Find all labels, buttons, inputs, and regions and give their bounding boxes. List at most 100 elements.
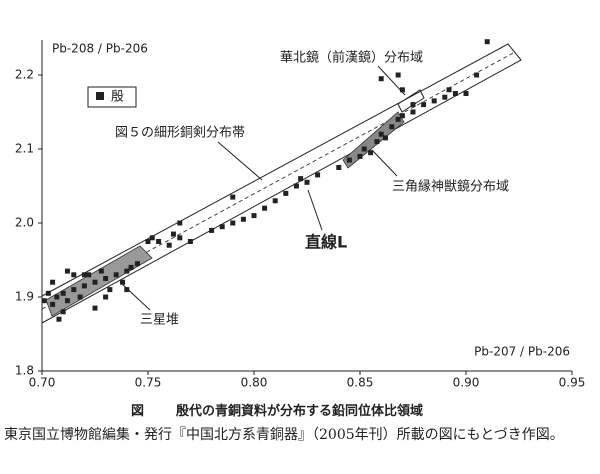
point bbox=[149, 235, 155, 241]
point bbox=[421, 102, 427, 108]
point bbox=[474, 72, 480, 78]
point bbox=[219, 224, 225, 230]
point bbox=[230, 194, 236, 200]
point bbox=[177, 220, 183, 226]
legend-label: 殷 bbox=[111, 90, 124, 105]
x-tick-label: 0.85 bbox=[347, 376, 374, 390]
x-axis-label: Pb-207 / Pb-206 bbox=[474, 345, 570, 359]
point bbox=[452, 91, 458, 96]
annotation: 三星堆 bbox=[140, 313, 179, 328]
point bbox=[389, 124, 395, 130]
point bbox=[395, 116, 401, 122]
point bbox=[187, 239, 193, 244]
point bbox=[293, 183, 299, 189]
point bbox=[336, 165, 342, 170]
point bbox=[399, 87, 405, 93]
leader bbox=[307, 189, 323, 231]
point bbox=[399, 113, 405, 119]
annotation: 華北鏡（前漢鏡）分布域 bbox=[280, 50, 423, 66]
y-tick-label: 1.8 bbox=[15, 364, 34, 378]
point bbox=[283, 190, 289, 196]
annotation: 三角縁神獣鏡分布域 bbox=[392, 179, 509, 195]
y-tick-label: 2.1 bbox=[15, 142, 34, 156]
point bbox=[128, 264, 134, 270]
point bbox=[272, 198, 278, 204]
point bbox=[484, 39, 490, 45]
point bbox=[382, 135, 388, 141]
point bbox=[410, 102, 416, 108]
point bbox=[463, 91, 469, 96]
point bbox=[230, 220, 236, 226]
point bbox=[54, 294, 60, 300]
point bbox=[103, 294, 109, 300]
x-tick-label: 0.70 bbox=[29, 376, 56, 390]
point bbox=[50, 301, 56, 307]
point bbox=[442, 94, 448, 100]
point bbox=[177, 235, 183, 241]
x-tick-label: 0.90 bbox=[453, 376, 480, 390]
point bbox=[156, 239, 162, 244]
point bbox=[395, 72, 401, 78]
point bbox=[60, 290, 66, 296]
sanxingdui-region bbox=[45, 245, 153, 317]
x-tick-label: 0.75 bbox=[135, 376, 162, 390]
point bbox=[431, 98, 437, 104]
leader bbox=[217, 141, 263, 181]
point bbox=[346, 157, 352, 163]
point bbox=[134, 261, 140, 267]
point bbox=[357, 153, 363, 159]
line-l bbox=[41, 51, 516, 310]
point bbox=[262, 205, 268, 211]
point bbox=[86, 272, 92, 278]
figure-label: 図 bbox=[131, 404, 145, 419]
point bbox=[166, 242, 172, 248]
point bbox=[145, 239, 151, 244]
point bbox=[361, 146, 367, 152]
point bbox=[113, 272, 119, 278]
point bbox=[41, 298, 47, 304]
point bbox=[120, 279, 126, 285]
point bbox=[45, 290, 51, 296]
point bbox=[56, 316, 62, 322]
point bbox=[209, 227, 215, 233]
y-tick-label: 2.0 bbox=[15, 216, 34, 230]
point bbox=[170, 231, 176, 237]
point bbox=[64, 268, 70, 274]
y-tick-label: 1.9 bbox=[15, 290, 34, 304]
point bbox=[124, 268, 130, 274]
point bbox=[304, 179, 310, 185]
y-tick-label: 2.2 bbox=[15, 68, 34, 82]
point bbox=[446, 87, 452, 93]
point bbox=[378, 76, 384, 82]
point bbox=[368, 150, 374, 156]
point bbox=[251, 213, 257, 219]
point bbox=[50, 279, 56, 285]
point bbox=[71, 272, 77, 278]
point bbox=[92, 279, 98, 285]
point bbox=[71, 287, 77, 293]
x-tick-label: 0.95 bbox=[559, 376, 586, 390]
point bbox=[103, 276, 109, 281]
point bbox=[92, 305, 98, 311]
legend-marker bbox=[96, 92, 104, 100]
x-tick-label: 0.80 bbox=[241, 376, 268, 390]
point bbox=[410, 109, 416, 115]
point bbox=[107, 287, 113, 293]
leader bbox=[371, 149, 398, 177]
point bbox=[124, 287, 130, 293]
point bbox=[374, 139, 380, 145]
annotation: 直線L bbox=[305, 233, 347, 252]
point bbox=[298, 176, 304, 182]
point bbox=[98, 268, 104, 274]
point bbox=[64, 298, 70, 304]
point bbox=[60, 309, 66, 315]
point bbox=[378, 131, 384, 137]
point bbox=[77, 294, 83, 300]
point bbox=[81, 272, 87, 278]
point bbox=[315, 172, 321, 178]
caption-title: 殷代の青銅資料が分布する鉛同位体比領域 bbox=[176, 404, 424, 419]
note: 東京国立博物館編集・発行『中国北方系青銅器』（2005年刊）所載の図にもとづき作… bbox=[4, 427, 564, 443]
y-axis-label: Pb-208 / Pb-206 bbox=[52, 42, 148, 56]
chart: Pb-208 / Pb-206 Pb-207 / Pb-206 殷 華北鏡（前漢… bbox=[15, 39, 586, 390]
